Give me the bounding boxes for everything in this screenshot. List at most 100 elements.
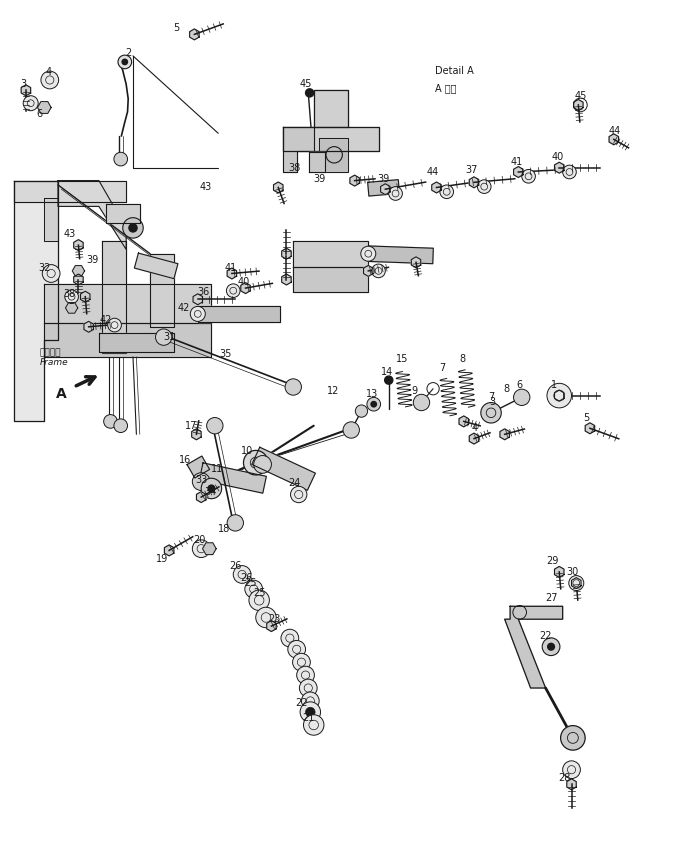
Text: 45: 45 [299,79,312,89]
Text: 12: 12 [327,386,339,396]
Circle shape [192,540,210,557]
Text: 25: 25 [245,578,257,588]
Text: 27: 27 [545,593,557,603]
Circle shape [293,654,310,671]
Circle shape [108,318,121,332]
Polygon shape [14,181,58,421]
Circle shape [522,169,535,183]
Circle shape [569,575,584,591]
Polygon shape [44,198,58,241]
Polygon shape [574,100,583,110]
Text: 28: 28 [559,773,571,783]
Circle shape [243,451,268,475]
Text: 41: 41 [224,263,237,273]
Circle shape [123,218,143,238]
Text: 8: 8 [503,384,509,394]
Circle shape [245,580,263,598]
Polygon shape [106,204,140,223]
Text: 38: 38 [63,289,76,299]
Circle shape [249,590,269,611]
Polygon shape [65,303,78,313]
Polygon shape [585,423,595,433]
Text: 5: 5 [173,22,179,33]
Circle shape [372,264,385,278]
Text: 39: 39 [313,174,325,184]
Polygon shape [554,390,564,401]
Circle shape [343,421,359,439]
Text: 39: 39 [377,174,389,184]
Circle shape [41,71,59,89]
Text: 22: 22 [539,631,552,642]
Circle shape [547,642,555,651]
Circle shape [42,265,60,282]
Circle shape [226,284,240,298]
Polygon shape [21,85,31,95]
Polygon shape [469,433,479,444]
Polygon shape [310,151,325,172]
Polygon shape [102,241,126,353]
Text: 16: 16 [179,455,192,465]
Polygon shape [293,241,368,267]
Text: 29: 29 [546,556,559,566]
Circle shape [104,415,117,428]
Circle shape [301,692,319,710]
Text: 40: 40 [238,277,250,287]
Circle shape [413,394,430,411]
Circle shape [367,397,381,411]
Polygon shape [198,306,280,322]
Polygon shape [267,621,276,631]
Circle shape [440,185,454,199]
Polygon shape [241,283,250,293]
Text: 41: 41 [511,157,523,167]
Text: 43: 43 [200,182,212,193]
Text: 11: 11 [211,464,223,474]
Text: Detail A: Detail A [435,65,474,76]
Circle shape [563,165,576,179]
Polygon shape [411,257,421,267]
Text: 42: 42 [178,303,190,313]
Text: 23: 23 [268,614,280,624]
Text: 6: 6 [517,380,522,390]
Polygon shape [84,322,93,332]
Polygon shape [368,180,400,196]
Polygon shape [514,167,523,177]
Text: 9: 9 [412,386,417,396]
Polygon shape [572,578,581,588]
Polygon shape [190,29,199,40]
Text: 30: 30 [567,567,579,577]
Circle shape [305,88,314,98]
Circle shape [65,290,78,304]
Polygon shape [150,254,174,327]
Polygon shape [199,463,267,493]
Circle shape [299,679,317,697]
Polygon shape [164,545,174,556]
Text: 3: 3 [20,79,26,89]
Text: 31: 31 [163,332,175,342]
Polygon shape [381,184,390,194]
Circle shape [291,486,307,503]
Circle shape [306,707,315,717]
Polygon shape [282,274,291,285]
Polygon shape [567,779,576,789]
Text: 10: 10 [241,446,253,457]
Text: 35: 35 [219,349,231,359]
Polygon shape [38,101,51,114]
Text: 17: 17 [185,421,197,431]
Polygon shape [554,163,564,173]
Circle shape [207,484,216,493]
Circle shape [114,152,128,166]
Polygon shape [134,253,178,279]
Circle shape [384,375,394,385]
Polygon shape [293,267,368,292]
Text: 2: 2 [125,48,132,58]
Polygon shape [350,175,359,186]
Polygon shape [187,456,209,478]
Polygon shape [368,246,433,264]
Text: フレーム: フレーム [40,348,61,357]
Polygon shape [273,182,283,193]
Polygon shape [319,138,348,172]
Circle shape [128,223,138,233]
Text: 38: 38 [288,163,301,173]
Polygon shape [193,294,203,304]
Polygon shape [283,127,379,150]
